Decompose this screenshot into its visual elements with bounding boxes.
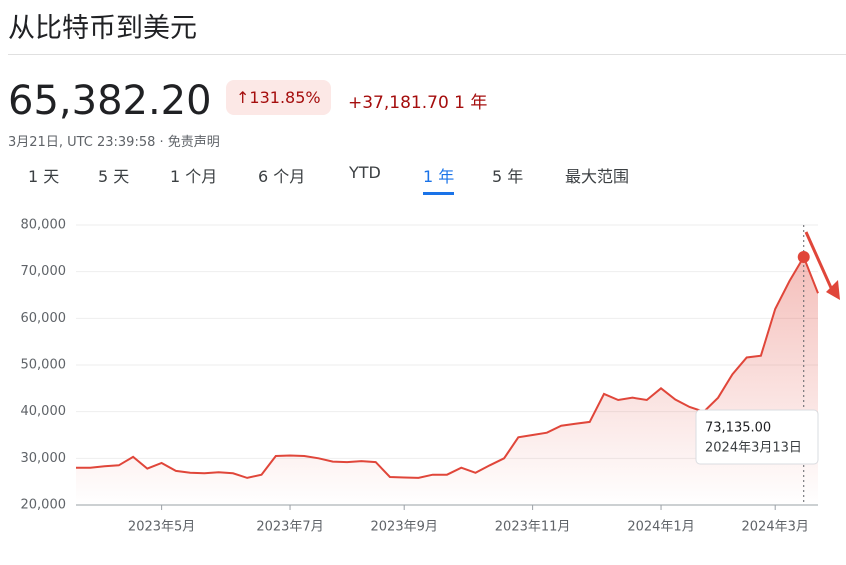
tooltip-value: 73,135.00 (705, 421, 771, 436)
tab[interactable]: 最大范围 (565, 167, 630, 186)
x-tick-label: 2023年5月 (128, 520, 195, 535)
change-absolute: +37,181.70 1 年 (348, 88, 487, 113)
y-tick-label: 70,000 (21, 264, 67, 279)
tab[interactable]: 6 个月 (258, 167, 306, 186)
period: 1 年 (454, 93, 488, 113)
y-tick-label: 20,000 (21, 498, 67, 513)
change-percent: ↑131.85% (226, 80, 331, 115)
annotation-arrow (804, 231, 840, 300)
tab[interactable]: 1 个月 (170, 167, 218, 186)
y-tick-label: 80,000 (21, 218, 67, 233)
tooltip-date: 2024年3月13日 (705, 441, 802, 456)
tab[interactable]: 1 天 (28, 167, 60, 186)
x-tick-label: 2023年9月 (371, 520, 438, 535)
y-tick-label: 50,000 (21, 358, 67, 373)
divider (8, 54, 846, 55)
x-tick-label: 2024年3月 (742, 520, 809, 535)
timestamp: 3月21日, UTC 23:39:58 · 免责声明 (8, 135, 220, 150)
tooltip-box (695, 409, 819, 465)
y-tick-label: 30,000 (21, 451, 67, 466)
x-tick-label: 2023年7月 (256, 520, 323, 535)
area (76, 257, 818, 505)
tab[interactable]: 5 天 (98, 167, 130, 186)
price: 65,382.20 (8, 78, 212, 124)
tab[interactable]: 1 年 (423, 163, 455, 195)
hover-point (797, 251, 810, 264)
y-tick-label: 40,000 (21, 404, 67, 419)
tab[interactable]: 5 年 (492, 167, 524, 186)
x-tick-label: 2023年11月 (495, 520, 571, 535)
title: 从比特币到美元 (8, 13, 197, 44)
x-tick-label: 2024年1月 (627, 520, 694, 535)
y-tick-label: 60,000 (21, 311, 67, 326)
tab[interactable]: YTD (349, 163, 381, 182)
change-value: +37,181.70 (348, 93, 449, 113)
line (76, 254, 819, 479)
